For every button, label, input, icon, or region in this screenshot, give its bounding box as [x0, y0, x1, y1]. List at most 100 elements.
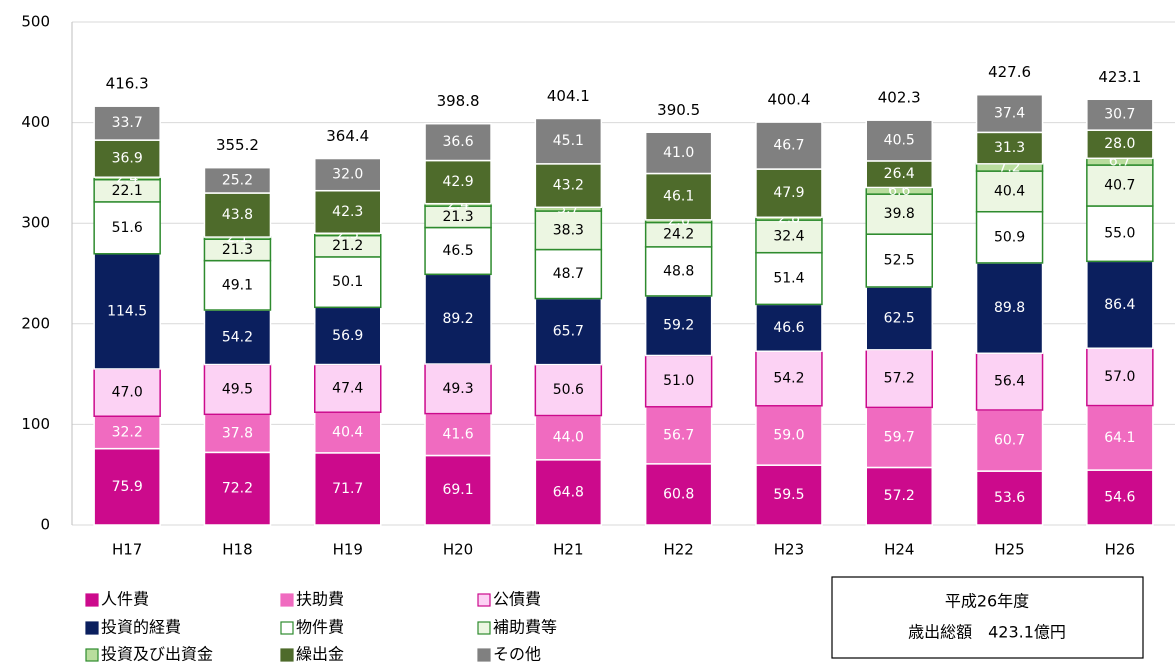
value-label: 25.2: [222, 172, 253, 188]
legend-label: 扶助費: [296, 590, 344, 609]
bar-segment: [534, 163, 603, 209]
bar-segment: [755, 251, 823, 306]
value-label: 65.7: [553, 324, 584, 340]
annotation: 歳出総額 423.1億円: [908, 623, 1066, 642]
y-tick-label: 500: [21, 13, 50, 31]
value-label: 59.2: [663, 318, 694, 334]
value-label: 40.5: [884, 133, 915, 149]
y-tick-label: 100: [21, 415, 50, 433]
bar-segment: [1086, 205, 1154, 263]
total-label: 404.1: [547, 87, 590, 105]
value-label: 40.4: [994, 183, 1025, 199]
value-label: 21.3: [442, 209, 473, 225]
value-label: 47.0: [112, 385, 143, 401]
value-label: 50.9: [994, 229, 1025, 245]
total-label: 398.8: [437, 92, 480, 110]
bar-segment: [424, 122, 492, 162]
bar-segment: [1086, 469, 1154, 526]
legend-marker: [85, 621, 99, 635]
bar-segment: [203, 259, 272, 311]
bar-segment: [1086, 98, 1154, 131]
bar-segment: [424, 363, 492, 415]
value-label: 59.0: [773, 427, 804, 443]
bar-segment: [534, 297, 603, 366]
y-tick-label: 300: [21, 214, 50, 232]
value-label: 21.3: [222, 242, 253, 258]
legend-marker: [280, 621, 294, 635]
bar-segment: [644, 172, 713, 221]
value-label: 40.7: [1104, 178, 1135, 194]
bar-segment: [755, 303, 823, 353]
bar-segment: [1086, 347, 1154, 407]
bar-segment: [755, 121, 823, 170]
value-label: 28.0: [1104, 136, 1135, 152]
legend-marker: [85, 593, 99, 607]
x-tick-label: H20: [443, 541, 473, 559]
bar-segment: [755, 168, 823, 219]
bar-segment: [865, 233, 933, 288]
value-label: 46.5: [442, 243, 473, 259]
x-tick-label: H19: [333, 541, 363, 559]
value-label: 26.4: [884, 166, 915, 182]
bar-segment: [755, 219, 823, 254]
legend-label: 人件費: [101, 590, 149, 609]
bar-segment: [203, 309, 272, 366]
value-label: 50.6: [553, 382, 584, 398]
legend-marker: [85, 648, 99, 662]
bar-segment: [534, 117, 603, 165]
bar-segment: [203, 166, 272, 194]
total-label: 390.5: [657, 101, 700, 119]
annotation: 平成26年度: [945, 592, 1029, 611]
bar-segment: [975, 262, 1044, 355]
value-label: 44.0: [553, 430, 584, 446]
total-label: 427.6: [988, 63, 1031, 81]
x-tick-label: H26: [1105, 541, 1135, 559]
legend-label: 投資及び出資金: [101, 645, 213, 664]
value-label: 75.9: [112, 479, 143, 495]
value-label: 57.2: [884, 371, 915, 387]
value-label: 51.0: [663, 373, 694, 389]
value-label: 31.3: [994, 140, 1025, 156]
x-tick-label: H17: [112, 541, 142, 559]
bar-segment: [644, 131, 713, 175]
value-label: 54.2: [222, 329, 253, 345]
bar-segment: [93, 447, 161, 526]
total-label: 355.2: [216, 136, 259, 154]
legend-label: 補助費等: [493, 618, 557, 637]
bar-segment: [865, 193, 933, 235]
bar-segment: [314, 189, 382, 235]
x-tick-label: H23: [774, 541, 804, 559]
value-label: 45.1: [553, 133, 584, 149]
total-label: 400.4: [767, 91, 810, 109]
bar-segment: [1086, 164, 1154, 207]
bar-segment: [424, 412, 492, 457]
value-label: 71.7: [332, 481, 363, 497]
value-label: 64.8: [553, 484, 584, 500]
total-label: 402.3: [878, 89, 921, 107]
bar-segment: [203, 451, 272, 526]
bar-segment: [975, 470, 1044, 526]
value-label: 57.0: [1104, 369, 1135, 385]
value-label: 24.2: [663, 227, 694, 243]
legend-marker: [280, 593, 294, 607]
value-label: 57.2: [884, 488, 915, 504]
value-label: 52.5: [884, 253, 915, 269]
bar-segment: [975, 170, 1044, 213]
value-label: 48.7: [553, 266, 584, 282]
value-label: 56.4: [994, 374, 1025, 390]
value-label: 40.4: [332, 425, 363, 441]
bar-segment: [865, 406, 933, 469]
legend-label: 公債費: [493, 590, 541, 609]
value-label: 51.4: [773, 271, 804, 287]
value-label: 30.7: [1104, 107, 1135, 123]
value-label: 38.3: [553, 222, 584, 238]
value-label: 49.3: [442, 381, 473, 397]
value-label: 49.1: [222, 277, 253, 293]
value-label: 54.6: [1104, 490, 1135, 506]
bar-segment: [314, 256, 382, 309]
y-tick-label: 200: [21, 314, 50, 332]
legend-label: その他: [493, 645, 541, 664]
value-label: 46.6: [773, 320, 804, 336]
value-label: 59.7: [884, 429, 915, 445]
